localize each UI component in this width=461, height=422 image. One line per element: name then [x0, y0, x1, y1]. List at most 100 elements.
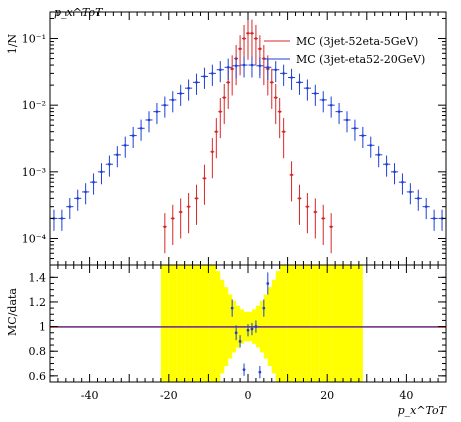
marker	[314, 92, 317, 95]
data-point	[303, 79, 311, 101]
x-tick-label: 20	[320, 389, 334, 402]
data-point	[202, 164, 207, 205]
marker	[298, 197, 301, 200]
band-bin	[303, 265, 312, 382]
marker	[254, 37, 258, 40]
data-point	[232, 57, 240, 79]
band-bin	[176, 265, 185, 382]
marker	[266, 66, 270, 69]
data-point	[277, 98, 282, 139]
ratio-ylabel: MC/data	[6, 288, 19, 336]
marker	[353, 126, 357, 130]
data-point	[216, 61, 224, 83]
data-point	[287, 68, 296, 90]
marker	[147, 118, 151, 122]
marker	[242, 63, 246, 67]
data-point	[82, 183, 90, 205]
data-point	[248, 56, 256, 78]
data-point	[351, 119, 359, 141]
marker	[234, 64, 238, 68]
ratio-xlabel: p_x^ToT	[398, 404, 448, 417]
marker	[345, 118, 349, 122]
marker	[187, 205, 190, 208]
series-1	[162, 19, 334, 254]
marker	[258, 47, 262, 51]
data-point	[327, 96, 335, 118]
data-point	[200, 67, 209, 89]
marker	[60, 217, 64, 220]
marker	[274, 68, 278, 72]
data-point	[214, 118, 219, 159]
marker	[416, 197, 420, 200]
y-tick-label: 1.4	[29, 271, 47, 284]
data-point	[438, 209, 446, 231]
band-bin	[208, 265, 217, 382]
marker	[314, 210, 317, 214]
band-bin	[354, 265, 363, 382]
series-2	[50, 56, 446, 231]
band-bin	[347, 265, 355, 382]
marker	[218, 68, 222, 72]
data-point	[246, 19, 250, 60]
data-point	[153, 102, 161, 125]
marker	[266, 282, 270, 285]
data-point	[264, 58, 272, 80]
data-point	[169, 91, 177, 113]
marker	[369, 144, 373, 147]
data-point	[311, 84, 319, 106]
marker	[218, 110, 222, 113]
data-point	[105, 155, 113, 177]
marker	[171, 98, 175, 102]
ratio-series	[230, 272, 270, 379]
data-point	[185, 79, 193, 101]
marker	[306, 86, 309, 90]
marker	[393, 170, 396, 174]
band-bin	[287, 265, 296, 382]
marker	[84, 190, 87, 194]
marker	[242, 368, 246, 372]
x-tick-label: -40	[81, 389, 99, 402]
marker	[409, 190, 412, 194]
marker	[230, 67, 234, 71]
marker	[290, 173, 293, 177]
data-point	[58, 209, 66, 231]
band-bin	[168, 265, 177, 382]
data-point	[224, 58, 232, 80]
marker	[116, 153, 119, 157]
x-tick-label: -20	[160, 389, 178, 402]
data-point	[329, 213, 334, 254]
marker	[131, 134, 135, 137]
data-point	[273, 83, 278, 125]
marker	[246, 31, 250, 35]
marker	[361, 134, 365, 137]
marker	[254, 325, 258, 328]
marker	[377, 153, 380, 157]
data-point	[398, 173, 407, 195]
data-point	[238, 35, 243, 76]
marker	[385, 162, 388, 166]
marker	[171, 217, 175, 220]
marker	[329, 225, 333, 229]
marker	[238, 339, 242, 343]
data-point	[50, 209, 58, 231]
data-point	[66, 197, 74, 220]
marker	[108, 162, 111, 166]
ratio-point	[266, 272, 270, 295]
data-point	[240, 56, 248, 78]
marker	[290, 76, 293, 79]
data-point	[321, 204, 326, 245]
data-point	[170, 204, 175, 245]
marker	[250, 63, 254, 67]
ratio-point	[246, 324, 250, 337]
marker	[179, 92, 182, 95]
main-panel: 10⁻⁴ 10⁻³ 10⁻² 10⁻¹	[22, 11, 447, 266]
marker	[242, 37, 246, 40]
marker	[100, 170, 103, 174]
marker	[163, 225, 167, 229]
data-point	[208, 64, 216, 86]
ratio-point	[238, 335, 242, 348]
marker	[163, 103, 167, 107]
data-point	[113, 146, 121, 168]
data-point	[194, 184, 199, 225]
